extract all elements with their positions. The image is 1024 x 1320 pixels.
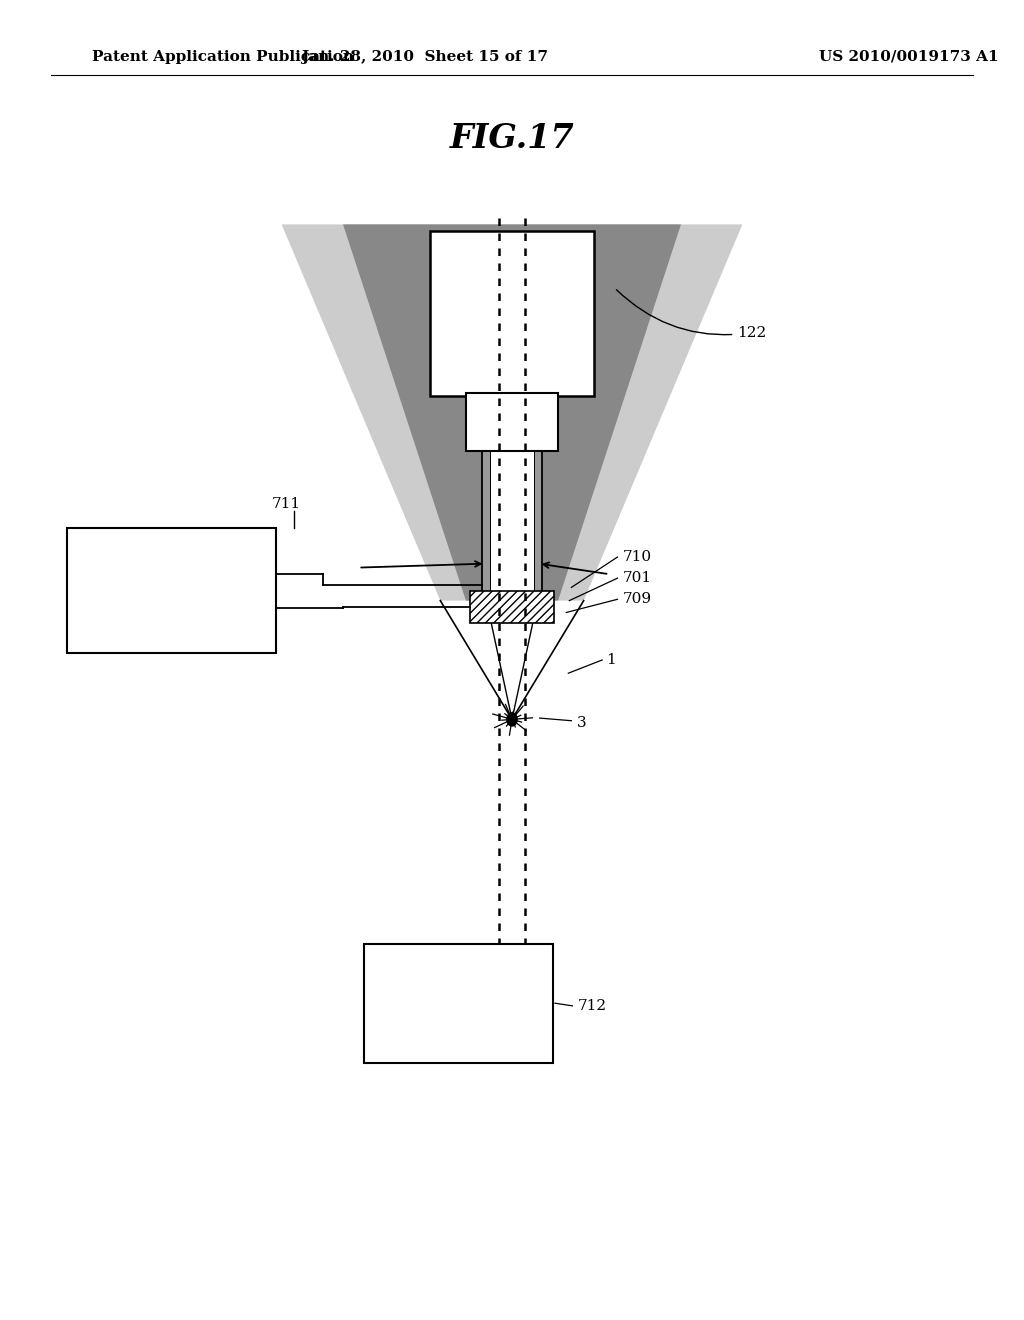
Bar [364,944,553,1063]
Text: TANK: TANK [437,1012,479,1026]
Text: 701: 701 [623,572,651,585]
Text: TEMPERATURE: TEMPERATURE [117,568,226,579]
Text: FIG.17: FIG.17 [450,121,574,154]
Text: Jan. 28, 2010  Sheet 15 of 17: Jan. 28, 2010 Sheet 15 of 17 [301,50,549,63]
Text: 1: 1 [606,653,616,667]
Bar [482,451,542,601]
Text: 709: 709 [623,593,651,606]
Bar [430,231,594,396]
Text: 3: 3 [577,717,586,730]
Text: US 2010/0019173 A1: US 2010/0019173 A1 [819,50,998,63]
Text: 710: 710 [623,550,651,564]
Bar [470,591,554,623]
Polygon shape [343,224,681,601]
Text: COLLECTION: COLLECTION [410,981,507,994]
Text: UNIT: UNIT [154,602,189,614]
Bar [490,451,534,601]
Circle shape [507,713,517,726]
Text: 711: 711 [271,498,300,511]
Bar [67,528,276,653]
Polygon shape [282,224,742,601]
Text: 122: 122 [616,289,767,339]
Text: 712: 712 [578,999,606,1012]
Text: ADJUSTING: ADJUSTING [130,585,213,597]
Text: Patent Application Publication: Patent Application Publication [92,50,354,63]
Bar [466,393,558,451]
